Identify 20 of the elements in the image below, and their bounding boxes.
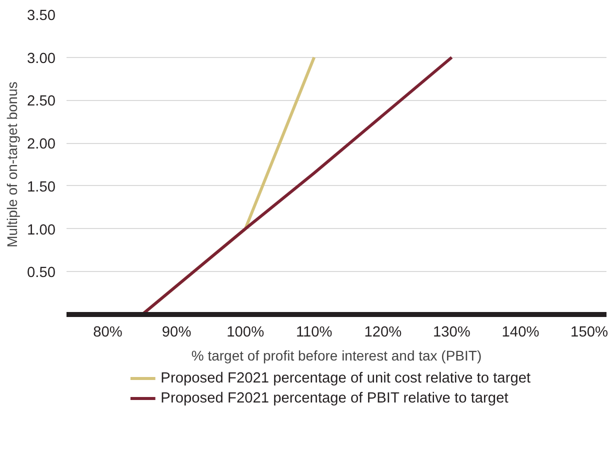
x-tick-label: 130%	[432, 324, 470, 340]
x-tick-label: 100%	[226, 324, 264, 340]
y-axis-title: Multiple of on-target bonus	[4, 82, 20, 248]
y-tick-label: 2.00	[26, 136, 56, 153]
line-series	[140, 56, 454, 314]
y-tick-label: 1.50	[26, 179, 56, 196]
x-tick-label: 120%	[364, 324, 402, 340]
y-tick-label: 0.50	[26, 265, 56, 282]
y-tick-label: 3.50	[26, 8, 56, 24]
x-tick-label: 110%	[296, 324, 332, 340]
y-tick-label: 2.50	[26, 94, 56, 110]
y-tick-label: 3.00	[26, 50, 56, 67]
legend-label: Proposed F2021 percentage of PBIT relative to target	[160, 390, 508, 406]
x-axis-title: % target of profit before interest and tax (PBIT)	[191, 348, 482, 364]
x-tick-label: 150%	[570, 324, 608, 340]
x-tick-label: 140%	[502, 324, 540, 340]
x-tick-label: 80%	[93, 324, 122, 340]
legend-label: Proposed F2021 percentage of unit cost relative to target	[160, 370, 531, 386]
x-tick-label: 90%	[162, 324, 192, 340]
y-tick-label: 1.00	[26, 222, 56, 238]
